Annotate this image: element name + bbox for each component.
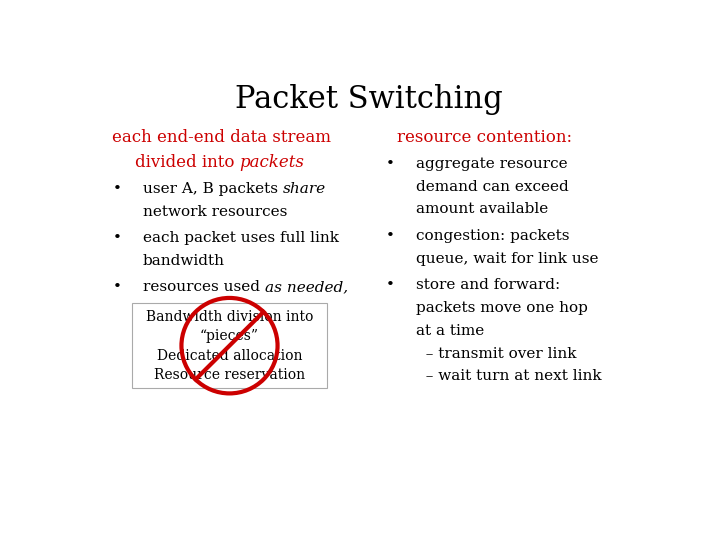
Text: network resources: network resources <box>143 205 287 219</box>
Text: each packet uses full link: each packet uses full link <box>143 231 339 245</box>
Text: packets: packets <box>239 154 305 171</box>
Text: Dedicated allocation: Dedicated allocation <box>157 349 302 363</box>
Text: •: • <box>112 182 121 196</box>
Text: at a time: at a time <box>416 323 485 338</box>
Text: share: share <box>283 182 326 196</box>
Text: resource contention:: resource contention: <box>397 129 572 146</box>
Text: resources used: resources used <box>143 280 265 294</box>
Text: aggregate resource: aggregate resource <box>416 157 568 171</box>
Text: congestion: packets: congestion: packets <box>416 229 570 242</box>
Text: packets move one hop: packets move one hop <box>416 301 588 315</box>
Text: store and forward:: store and forward: <box>416 278 561 292</box>
Text: •: • <box>112 231 121 245</box>
Text: each end-end data stream: each end-end data stream <box>112 129 331 146</box>
Text: Bandwidth division into: Bandwidth division into <box>146 310 313 324</box>
Text: bandwidth: bandwidth <box>143 254 225 268</box>
Text: divided into: divided into <box>135 154 239 171</box>
Text: demand can exceed: demand can exceed <box>416 180 570 193</box>
Text: amount available: amount available <box>416 202 549 217</box>
Text: •: • <box>386 157 395 171</box>
Text: Packet Switching: Packet Switching <box>235 84 503 114</box>
Text: – transmit over link: – transmit over link <box>416 347 577 361</box>
Text: •: • <box>386 278 395 292</box>
Text: •: • <box>386 229 395 242</box>
Text: queue, wait for link use: queue, wait for link use <box>416 252 599 266</box>
FancyBboxPatch shape <box>132 303 327 388</box>
Text: •: • <box>112 280 121 294</box>
Text: as needed,: as needed, <box>265 280 348 294</box>
Text: user A, B packets: user A, B packets <box>143 182 283 196</box>
Text: “pieces”: “pieces” <box>200 329 259 343</box>
Text: Resource reservation: Resource reservation <box>154 368 305 382</box>
Text: – wait turn at next link: – wait turn at next link <box>416 369 602 383</box>
